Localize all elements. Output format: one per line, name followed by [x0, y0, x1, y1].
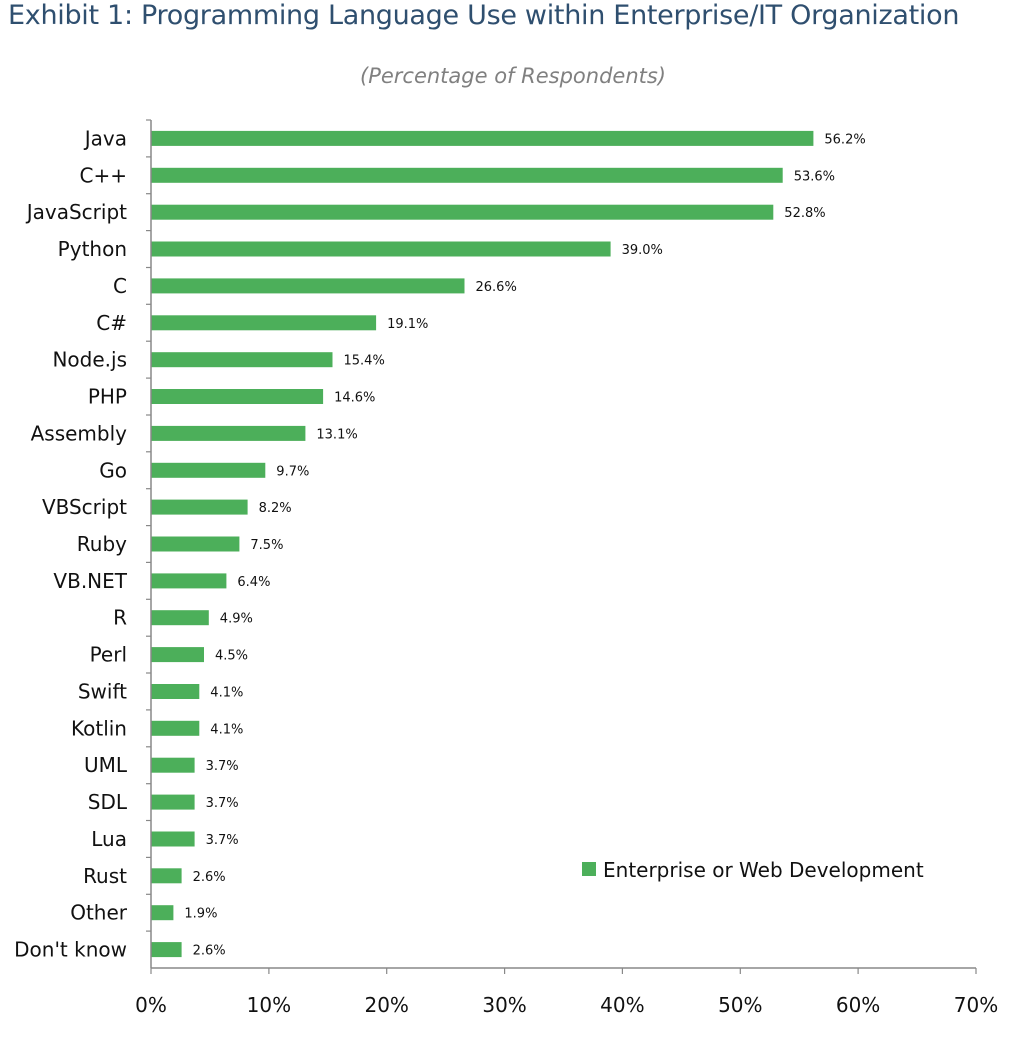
bar [151, 647, 204, 663]
category-label: C# [96, 311, 127, 335]
category-label: Node.js [52, 348, 127, 372]
value-label: 26.6% [476, 280, 517, 295]
bar [151, 536, 240, 552]
x-tick-label: 0% [135, 993, 167, 1017]
category-label: Perl [90, 643, 127, 667]
x-tick-label: 50% [718, 993, 762, 1017]
bar [151, 315, 377, 331]
bar [151, 905, 174, 921]
bar [151, 757, 195, 773]
bar [151, 389, 324, 404]
value-label: 4.1% [210, 722, 243, 737]
value-label: 13.1% [316, 427, 357, 442]
value-label: 3.7% [206, 833, 239, 848]
bar [151, 278, 465, 294]
value-label: 19.1% [387, 317, 428, 332]
x-tick-label: 70% [954, 993, 998, 1017]
category-label: UML [84, 753, 128, 777]
bar [151, 684, 200, 699]
category-label: PHP [88, 385, 127, 409]
category-label: SDL [88, 790, 128, 814]
category-label: C++ [80, 163, 127, 187]
bar [151, 499, 248, 515]
bar [151, 942, 182, 958]
category-label: Kotlin [71, 716, 127, 740]
category-label: Rust [83, 864, 127, 888]
bar [151, 241, 611, 257]
chart-title: Exhibit 1: Programming Language Use with… [8, 0, 960, 31]
category-label: R [113, 606, 127, 630]
x-tick-label: 10% [247, 993, 291, 1017]
value-label: 56.2% [824, 132, 865, 147]
legend: Enterprise or Web Development [582, 858, 924, 882]
axes-group: 0% 10% 20% 30% 40% 50% 60% 70% [135, 119, 998, 1017]
bar [151, 425, 306, 441]
bar [151, 167, 783, 183]
value-label: 2.6% [193, 870, 226, 885]
value-label: 8.2% [259, 501, 292, 516]
bars-group [151, 130, 814, 958]
value-labels-group: 56.2% 53.6% 52.8% 39.0% 26.6% 19.1% 15.4% 14.6%… [184, 132, 865, 958]
x-tick-label: 40% [600, 993, 644, 1017]
category-label: Go [99, 458, 127, 482]
bar [151, 573, 227, 589]
value-label: 3.7% [206, 759, 239, 774]
bar [151, 130, 814, 146]
bar [151, 868, 182, 884]
value-label: 4.9% [220, 612, 253, 627]
chart-subtitle: (Percentage of Respondents) [360, 64, 666, 88]
bar [151, 204, 774, 220]
x-tick-label: 60% [836, 993, 880, 1017]
bar [151, 462, 266, 478]
value-label: 14.6% [334, 391, 375, 406]
category-label: Ruby [77, 532, 127, 556]
category-label: JavaScript [25, 200, 127, 224]
category-label: Don't know [14, 938, 127, 962]
category-label: Assembly [31, 421, 128, 445]
category-label: VBScript [42, 495, 127, 519]
value-label: 2.6% [193, 944, 226, 959]
value-label: 1.9% [184, 907, 217, 922]
category-label: C [113, 274, 127, 298]
value-label: 4.5% [215, 649, 248, 664]
category-label: Swift [78, 680, 127, 704]
value-label: 52.8% [784, 206, 825, 221]
bar [151, 794, 195, 810]
x-tick-label: 20% [364, 993, 408, 1017]
bar [151, 831, 195, 847]
legend-label: Enterprise or Web Development [603, 858, 924, 882]
value-label: 7.5% [250, 538, 283, 553]
value-label: 4.1% [210, 686, 243, 701]
value-label: 15.4% [344, 354, 385, 369]
bar [151, 720, 200, 736]
value-label: 53.6% [794, 169, 835, 184]
x-tick-label: 30% [482, 993, 526, 1017]
category-label: Other [70, 901, 128, 925]
category-label: Java [83, 126, 127, 150]
value-label: 6.4% [237, 575, 270, 590]
value-label: 39.0% [622, 243, 663, 258]
category-label: Python [58, 237, 127, 261]
value-label: 9.7% [276, 464, 309, 479]
category-label: VB.NET [53, 569, 127, 593]
category-label: Lua [91, 827, 127, 851]
legend-swatch [582, 862, 596, 876]
category-labels-group: Java C++ JavaScript Python C C# Node.js PHP Asse… [14, 126, 128, 961]
bar [151, 610, 209, 626]
bar [151, 352, 333, 368]
value-label: 3.7% [206, 796, 239, 811]
